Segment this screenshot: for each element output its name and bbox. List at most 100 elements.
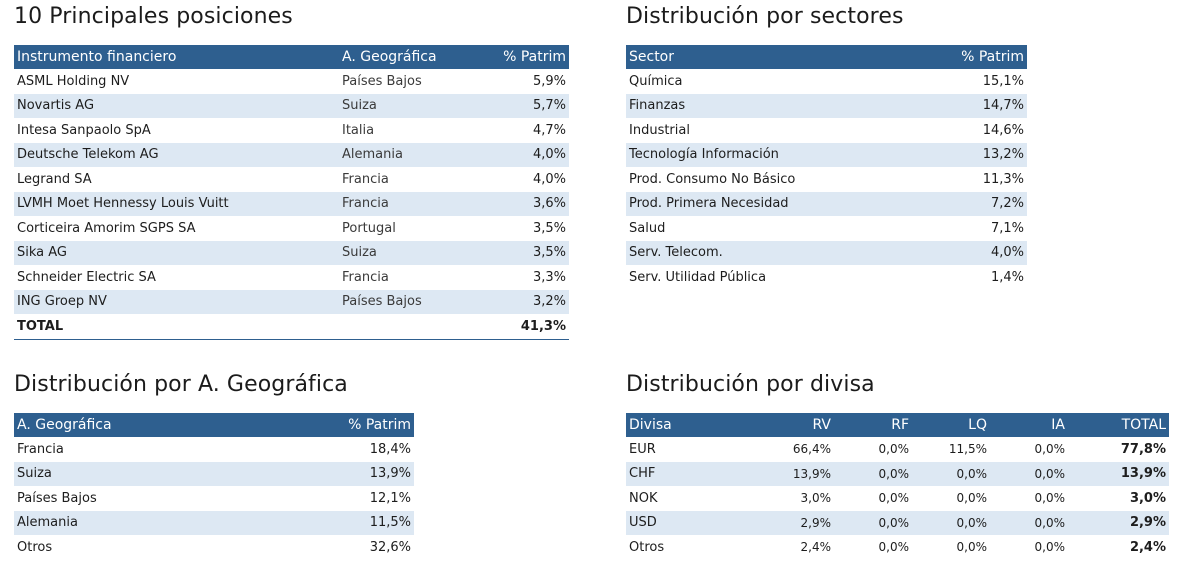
table-row: LVMH Moet Hennessy Louis Vuitt Francia 3,6… <box>14 191 569 216</box>
cell-pct: 3,2% <box>469 289 569 314</box>
cell-total: 2,9% <box>1068 510 1169 535</box>
geo-section: Distribución por A. Geográfica A. Geográ… <box>14 372 414 560</box>
cell-lq: 0,0% <box>956 540 988 555</box>
table-row: Novartis AG Suiza 5,7% <box>14 93 569 118</box>
cell-rv: 13,9% <box>756 461 834 486</box>
cell-geo: Italia <box>342 122 375 138</box>
currency-header-ia: IA <box>990 413 1068 437</box>
cell-ia: 0,0% <box>990 510 1068 535</box>
cell-rv: 66,4% <box>792 442 831 457</box>
cell-geo: Países Bajos <box>339 289 469 314</box>
cell-pct: 12,1% <box>369 490 411 506</box>
currency-title: Distribución por divisa <box>626 372 875 397</box>
cell-rf: 0,0% <box>834 461 912 486</box>
cell-pct: 5,7% <box>469 93 569 118</box>
top10-header-row: Instrumento financiero A. Geográfica % P… <box>14 45 569 69</box>
cell-geo: Francia <box>342 269 389 285</box>
table-row: Alemania 11,5% <box>14 510 414 535</box>
table-row: Deutsche Telekom AG Alemania 4,0% <box>14 142 569 167</box>
cell-geo: Suiza <box>339 93 469 118</box>
table-row: Prod. Consumo No Básico 11,3% <box>626 167 1027 192</box>
sectors-table: Sector % Patrim Química 15,1% Finanzas 14,… <box>626 45 1027 290</box>
currency-header-total: TOTAL <box>1068 413 1169 437</box>
table-row: Salud 7,1% <box>626 216 1027 241</box>
top10-header-geo: A. Geográfica <box>339 45 469 69</box>
cell-pct: 14,7% <box>927 93 1027 118</box>
top10-header-instrument: Instrumento financiero <box>14 45 339 69</box>
cell-geo: Francia <box>339 191 469 216</box>
cell-sector: Salud <box>629 220 666 236</box>
cell-ia: 0,0% <box>1034 540 1066 555</box>
cell-sector: Serv. Utilidad Pública <box>629 269 767 285</box>
cell-divisa: USD <box>626 510 756 535</box>
total-label: TOTAL <box>14 314 339 340</box>
top10-table: Instrumento financiero A. Geográfica % P… <box>14 45 569 340</box>
cell-sector: Prod. Consumo No Básico <box>629 171 796 187</box>
cell-ia: 0,0% <box>990 461 1068 486</box>
cell-sector: Química <box>629 73 683 89</box>
cell-rf: 0,0% <box>878 442 910 457</box>
cell-sector: Prod. Primera Necesidad <box>626 191 927 216</box>
table-row: Prod. Primera Necesidad 7,2% <box>626 191 1027 216</box>
sectors-header-row: Sector % Patrim <box>626 45 1027 69</box>
table-row: USD 2,9% 0,0% 0,0% 0,0% 2,9% <box>626 510 1169 535</box>
currency-table: Divisa RV RF LQ IA TOTAL EUR 66,4% 0,0% … <box>626 413 1169 560</box>
sectors-title: Distribución por sectores <box>626 4 904 29</box>
cell-pct: 11,3% <box>982 171 1024 187</box>
cell-sector: Serv. Telecom. <box>626 240 927 265</box>
cell-pct: 4,7% <box>532 122 566 138</box>
cell-pct: 3,5% <box>532 220 566 236</box>
cell-pct: 13,2% <box>927 142 1027 167</box>
cell-divisa: NOK <box>629 490 658 506</box>
cell-rv: 3,0% <box>800 491 832 506</box>
cell-divisa: EUR <box>629 441 656 457</box>
table-row: Industrial 14,6% <box>626 118 1027 143</box>
table-row: Otros 32,6% <box>14 535 414 560</box>
cell-instrument: Novartis AG <box>14 93 339 118</box>
table-row: Serv. Telecom. 4,0% <box>626 240 1027 265</box>
table-row: Países Bajos 12,1% <box>14 486 414 511</box>
cell-rf: 0,0% <box>878 540 910 555</box>
currency-header-rv: RV <box>756 413 834 437</box>
table-row: Legrand SA Francia 4,0% <box>14 167 569 192</box>
table-row: EUR 66,4% 0,0% 11,5% 0,0% 77,8% <box>626 437 1169 462</box>
cell-sector: Industrial <box>629 122 690 138</box>
cell-geo: Alemania <box>339 142 469 167</box>
cell-instrument: Schneider Electric SA <box>17 269 156 285</box>
cell-instrument: Deutsche Telekom AG <box>14 142 339 167</box>
table-row: Intesa Sanpaolo SpA Italia 4,7% <box>14 118 569 143</box>
cell-pct: 7,1% <box>990 220 1024 236</box>
cell-instrument: Legrand SA <box>17 171 92 187</box>
geo-header-row: A. Geográfica % Patrim <box>14 413 414 437</box>
cell-pct: 4,0% <box>469 142 569 167</box>
cell-instrument: ASML Holding NV <box>17 73 130 89</box>
currency-header-divisa: Divisa <box>626 413 756 437</box>
top10-total-row: TOTAL 41,3% <box>14 314 569 340</box>
table-row: Suiza 13,9% <box>14 461 414 486</box>
currency-section: Distribución por divisa Divisa RV RF LQ … <box>626 372 1169 560</box>
currency-body: EUR 66,4% 0,0% 11,5% 0,0% 77,8% CHF 13,9… <box>626 437 1169 560</box>
cell-geo: Francia <box>342 171 389 187</box>
cell-pct: 3,5% <box>469 240 569 265</box>
top10-section: 10 Principales posiciones Instrumento fi… <box>14 4 569 340</box>
cell-geo: Suiza <box>339 240 469 265</box>
cell-rv: 2,9% <box>756 510 834 535</box>
table-row: ASML Holding NV Países Bajos 5,9% <box>14 69 569 94</box>
table-row: ING Groep NV Países Bajos 3,2% <box>14 289 569 314</box>
cell-pct: 15,1% <box>982 73 1024 89</box>
cell-total: 77,8% <box>1120 441 1166 457</box>
sectors-section: Distribución por sectores Sector % Patri… <box>626 4 1027 290</box>
cell-total: 13,9% <box>1068 461 1169 486</box>
cell-area: Francia <box>17 441 64 457</box>
table-row: Schneider Electric SA Francia 3,3% <box>14 265 569 290</box>
cell-lq: 0,0% <box>956 491 988 506</box>
cell-area: Suiza <box>14 461 314 486</box>
cell-area: Otros <box>17 539 53 555</box>
table-row: CHF 13,9% 0,0% 0,0% 0,0% 13,9% <box>626 461 1169 486</box>
cell-total: 3,0% <box>1129 490 1166 506</box>
top10-body: ASML Holding NV Países Bajos 5,9% Novartis… <box>14 69 569 340</box>
cell-divisa: CHF <box>626 461 756 486</box>
cell-geo: Portugal <box>342 220 396 236</box>
sectors-header-pct: % Patrim <box>927 45 1027 69</box>
cell-divisa: Otros <box>629 539 665 555</box>
